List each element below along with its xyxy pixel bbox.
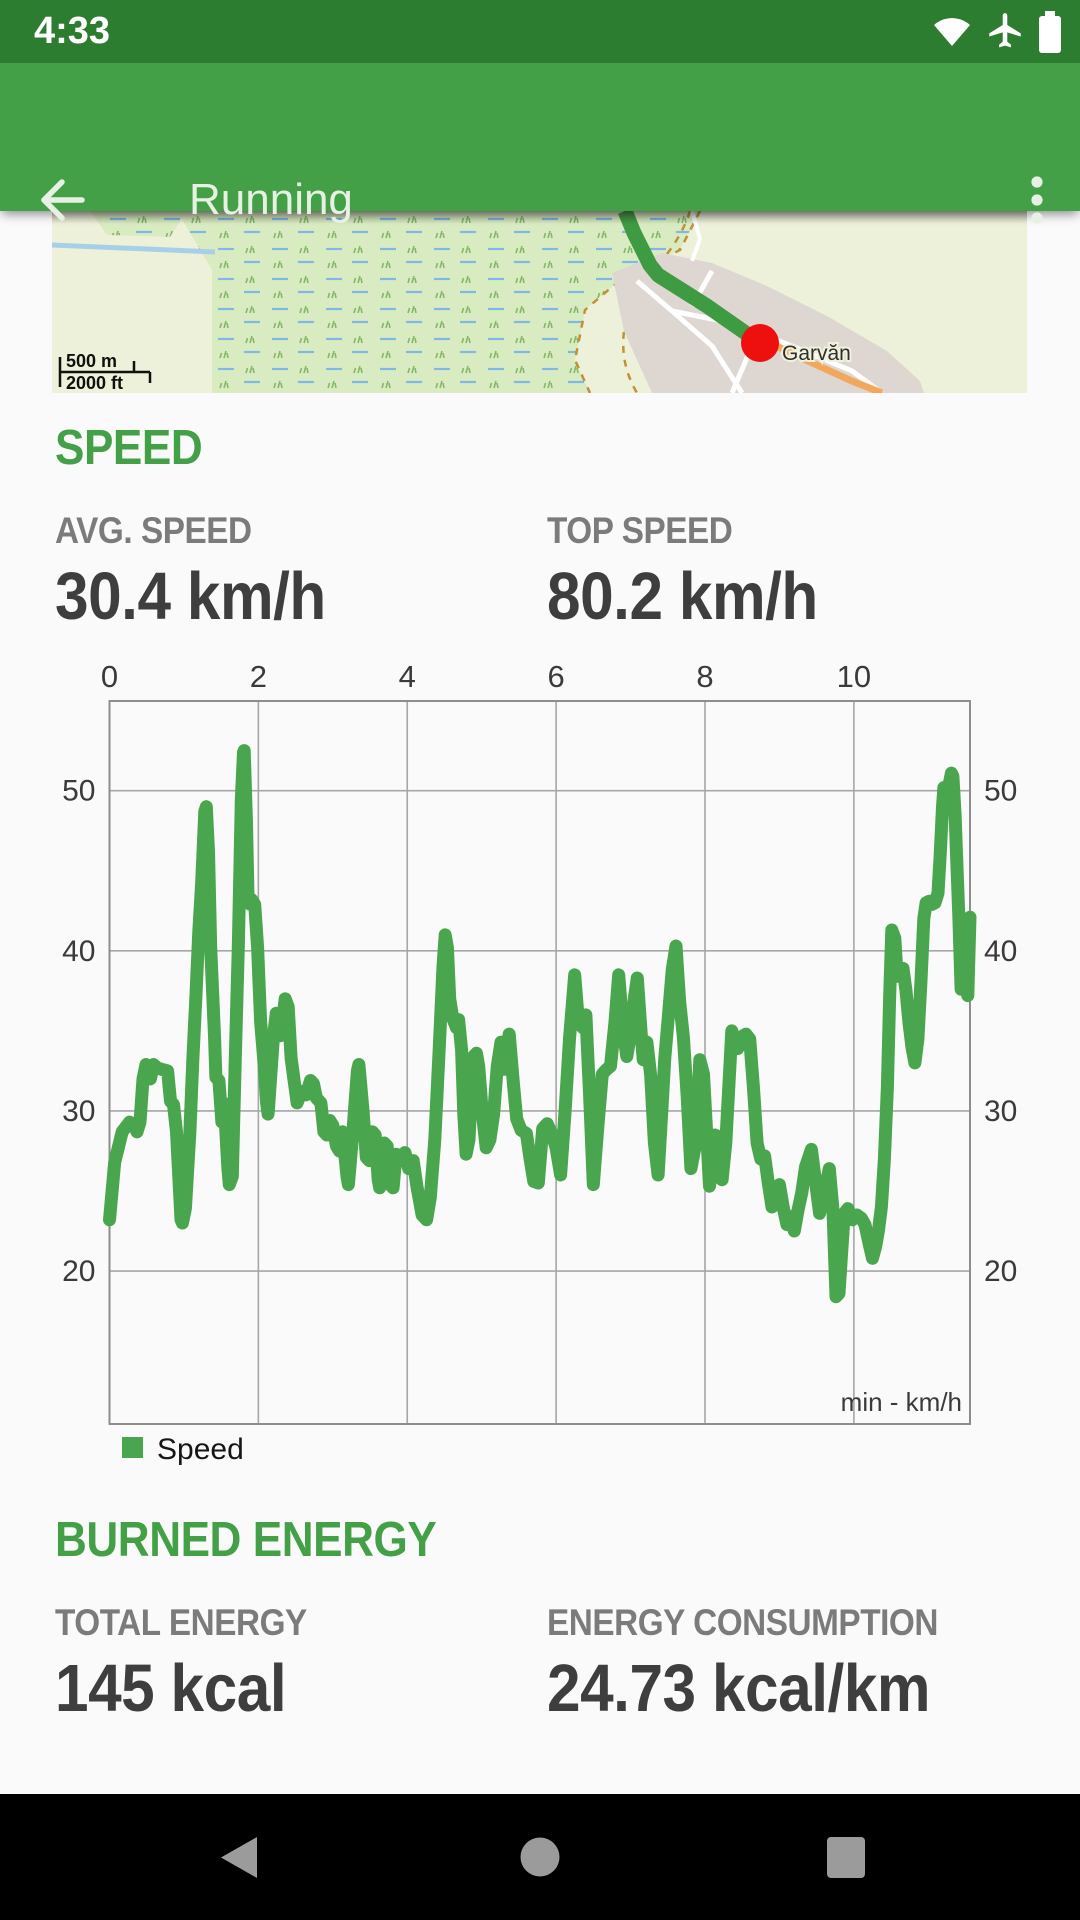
map-scale-metric: 500 m — [66, 351, 117, 371]
chart-border — [108, 700, 971, 1425]
x-axis-tick-label: 0 — [101, 659, 118, 694]
y-axis-tick-label-right: 20 — [984, 1255, 1017, 1288]
avg-speed-label: AVG. SPEED — [55, 510, 252, 551]
chart-unit-label: min - km/h — [841, 1387, 962, 1417]
top-speed-label: TOP SPEED — [547, 510, 733, 551]
wifi-icon — [934, 18, 970, 46]
map-top-shadow — [52, 211, 1027, 224]
map-scale-imperial: 2000 ft — [66, 373, 123, 393]
energy-consumption-label: ENERGY CONSUMPTION — [547, 1602, 938, 1643]
y-axis-tick-label-left: 30 — [62, 1095, 95, 1128]
top-speed-stat: TOP SPEED 80.2 km/h — [547, 512, 1027, 630]
y-axis-tick-label-right: 40 — [984, 935, 1017, 968]
legend-swatch — [122, 1437, 143, 1458]
energy-section-header: BURNED ENERGY — [55, 1513, 437, 1567]
map-scale-bar — [58, 357, 152, 387]
status-icons — [932, 10, 1062, 54]
app-bar: Running — [0, 63, 1080, 224]
route-map[interactable]: Garvăn 500 m 2000 ft — [52, 211, 1027, 393]
total-energy-value: 145 kcal — [55, 1651, 287, 1726]
back-button[interactable] — [36, 173, 90, 227]
energy-consumption-value: 24.73 kcal/km — [547, 1651, 931, 1726]
status-bar: 4:33 — [0, 0, 1080, 63]
y-axis-tick-label-right: 30 — [984, 1095, 1017, 1128]
nav-back-icon[interactable] — [221, 1837, 257, 1878]
y-axis-tick-label-left: 50 — [62, 775, 95, 808]
avg-speed-stat: AVG. SPEED 30.4 km/h — [55, 512, 535, 630]
x-axis-tick-label: 4 — [399, 659, 416, 694]
energy-consumption-stat: ENERGY CONSUMPTION 24.73 kcal/km — [547, 1604, 1027, 1722]
legend-label: Speed — [157, 1433, 244, 1466]
overflow-menu-button[interactable] — [1022, 169, 1052, 231]
x-axis-tick-label: 6 — [548, 659, 565, 694]
speed-line-series — [103, 744, 977, 1304]
speed-chart[interactable]: 0 2 4 6 8 10 20 20 30 30 40 40 50 50 min - km/h Speed — [0, 640, 1080, 1480]
total-energy-label: TOTAL ENERGY — [55, 1602, 307, 1643]
clock: 4:33 — [34, 10, 111, 52]
battery-icon — [1039, 11, 1061, 53]
total-energy-stat: TOTAL ENERGY 145 kcal — [55, 1604, 535, 1722]
nav-recents-icon[interactable] — [827, 1837, 865, 1878]
x-axis-tick-label: 10 — [837, 659, 871, 694]
top-speed-value: 80.2 km/h — [547, 559, 818, 634]
map-stream — [52, 242, 216, 255]
position-marker[interactable] — [741, 324, 779, 362]
nav-home-icon[interactable] — [520, 1837, 560, 1877]
route-track — [618, 211, 765, 350]
speed-section-header: SPEED — [55, 421, 203, 475]
map-marsh-area — [177, 211, 700, 393]
y-axis-tick-label-left: 20 — [62, 1255, 95, 1288]
airplane-mode-icon — [989, 13, 1021, 48]
avg-speed-value: 30.4 km/h — [55, 559, 326, 634]
x-axis-tick-label: 2 — [250, 659, 267, 694]
y-axis-tick-label-left: 40 — [62, 935, 95, 968]
y-axis-tick-label-right: 50 — [984, 775, 1017, 808]
navigation-bar — [0, 1794, 1080, 1920]
x-axis-tick-label: 8 — [696, 659, 713, 694]
page-title: Running — [189, 175, 353, 224]
map-boundary-path — [573, 211, 702, 393]
map-place-label: Garvăn — [782, 342, 851, 365]
